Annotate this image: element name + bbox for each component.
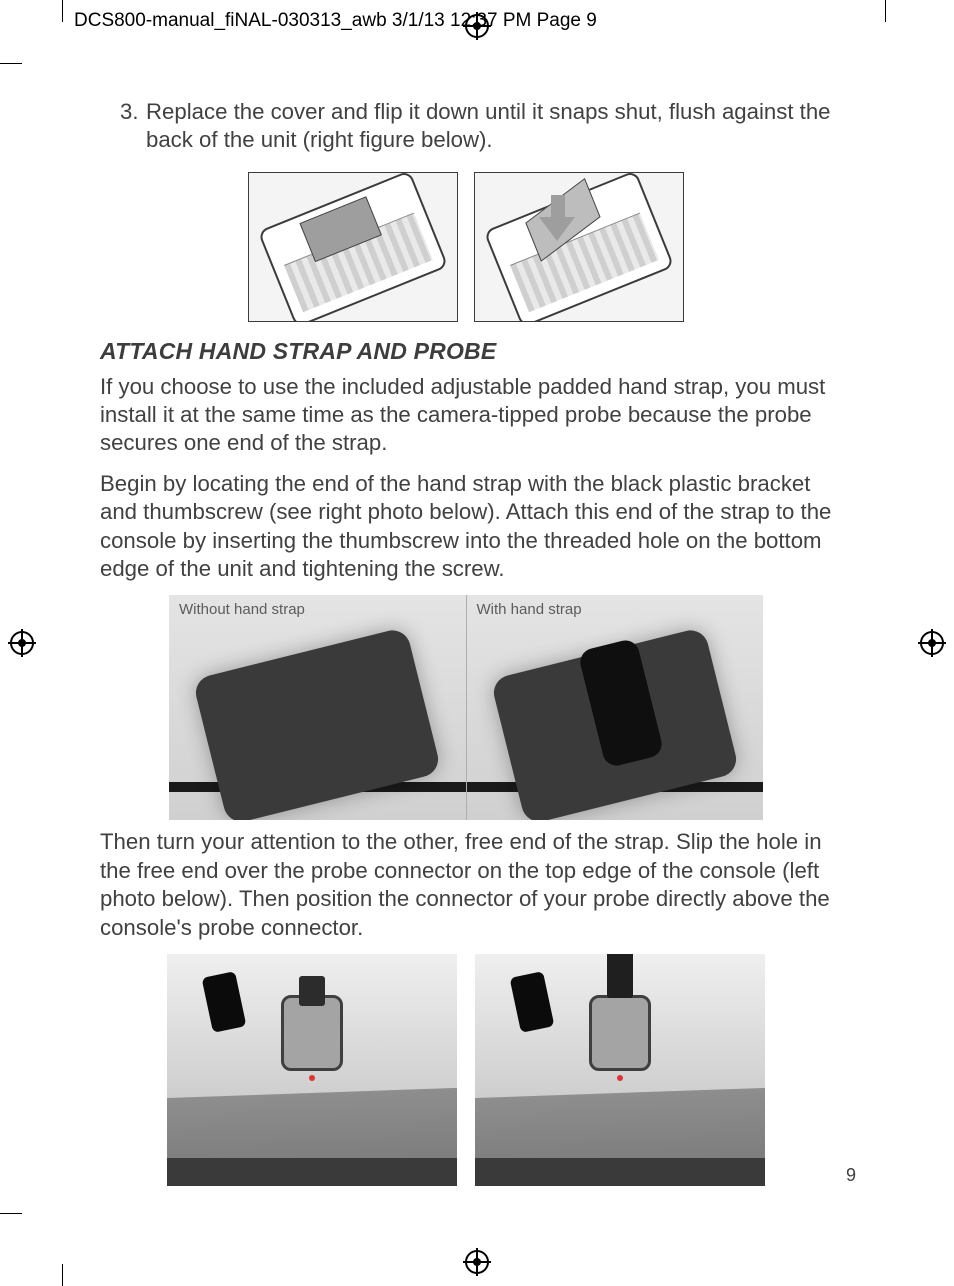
registration-mark-icon (8, 629, 36, 657)
crop-mark (62, 1264, 63, 1286)
photo-connector-open (167, 954, 457, 1186)
step-item: 3. Replace the cover and flip it down un… (100, 98, 832, 154)
step-number: 3. (100, 98, 146, 154)
figure-row-connector (100, 954, 832, 1186)
photo-connector-probe (475, 954, 765, 1186)
crop-mark (62, 0, 63, 22)
crop-mark (0, 63, 22, 64)
photo-label: With hand strap (477, 601, 582, 618)
photo-hand-strap-compare: Without hand strap With hand strap (169, 595, 763, 820)
paragraph: Begin by locating the end of the hand st… (100, 470, 832, 584)
content-area: 3. Replace the cover and flip it down un… (100, 98, 832, 1186)
figure-cover-batteries (248, 172, 458, 322)
paragraph: If you choose to use the included adjust… (100, 373, 832, 458)
step-text: Replace the cover and flip it down until… (146, 98, 832, 154)
registration-mark-icon (918, 629, 946, 657)
paragraph: Then turn your attention to the other, f… (100, 828, 832, 942)
crop-mark (0, 1213, 22, 1214)
registration-mark-icon (463, 1248, 491, 1276)
crop-mark (885, 0, 886, 22)
section-heading: ATTACH HAND STRAP AND PROBE (100, 338, 832, 365)
page: DCS800-manual_fiNAL-030313_awb 3/1/13 12… (0, 0, 954, 1286)
photo-with-strap: With hand strap (466, 595, 764, 820)
photo-label: Without hand strap (179, 601, 305, 618)
photo-without-strap: Without hand strap (169, 595, 466, 820)
figure-cover-snap (474, 172, 684, 322)
figure-row-cover (100, 172, 832, 322)
page-number: 9 (846, 1165, 856, 1186)
print-header-slug: DCS800-manual_fiNAL-030313_awb 3/1/13 12… (74, 10, 597, 32)
arrow-down-icon (537, 195, 577, 243)
